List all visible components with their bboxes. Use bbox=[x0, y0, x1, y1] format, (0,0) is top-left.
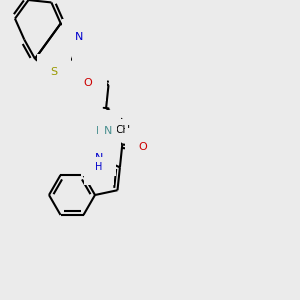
Text: S: S bbox=[50, 68, 57, 77]
Text: S: S bbox=[50, 68, 57, 77]
Text: O: O bbox=[83, 78, 92, 88]
Text: H: H bbox=[95, 163, 103, 173]
Text: CH₃: CH₃ bbox=[115, 124, 134, 135]
Text: O: O bbox=[139, 142, 147, 152]
Text: N: N bbox=[95, 153, 103, 163]
Text: H: H bbox=[96, 126, 103, 136]
Text: N: N bbox=[86, 64, 94, 74]
Text: H: H bbox=[86, 74, 94, 84]
Text: N: N bbox=[100, 123, 108, 133]
Text: H: H bbox=[100, 133, 107, 143]
Text: N: N bbox=[103, 126, 112, 136]
Text: N: N bbox=[82, 65, 90, 75]
Text: H: H bbox=[90, 73, 98, 83]
Text: O: O bbox=[139, 144, 147, 154]
Text: N: N bbox=[75, 32, 83, 42]
Text: N: N bbox=[75, 32, 83, 42]
Text: H: H bbox=[95, 162, 103, 172]
Text: O: O bbox=[83, 76, 92, 86]
Text: N: N bbox=[95, 153, 103, 163]
